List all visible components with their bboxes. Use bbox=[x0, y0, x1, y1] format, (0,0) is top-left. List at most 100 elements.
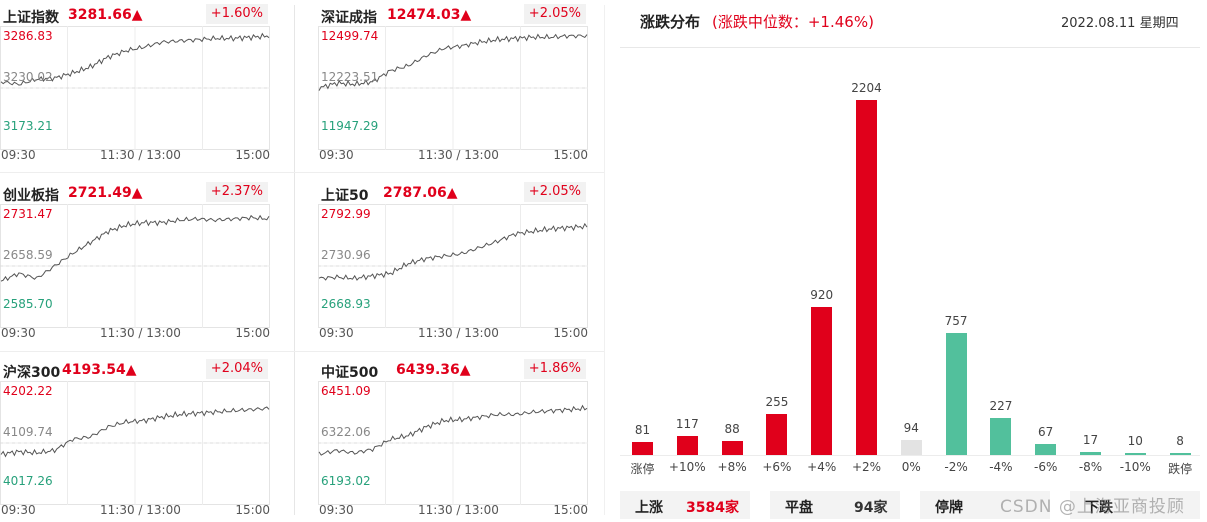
stat-suspended-label: 停牌 bbox=[935, 500, 963, 516]
time-mid-label: 11:30 / 13:00 bbox=[418, 148, 499, 162]
distribution-bar bbox=[856, 100, 877, 455]
bar-value-label: 255 bbox=[765, 394, 789, 409]
bar-category-label: -2% bbox=[944, 460, 968, 474]
bar-value-label: 17 bbox=[1082, 433, 1099, 448]
header-divider bbox=[620, 47, 1200, 48]
index-card[interactable]: 深证成指 12474.03▲ +2.05% 12499.74 12223.51 11947… bbox=[318, 0, 588, 170]
index-value: 2721.49▲ bbox=[68, 185, 143, 201]
index-change-badge: +1.86% bbox=[523, 359, 586, 379]
index-header: 上证指数 3281.66▲ +1.60% bbox=[0, 3, 270, 26]
intraday-chart bbox=[0, 204, 270, 328]
price-high-label: 12499.74 bbox=[321, 29, 379, 43]
bar-value-label: 94 bbox=[903, 420, 919, 435]
intraday-chart bbox=[318, 381, 588, 505]
bar-category-label: +6% bbox=[762, 460, 792, 474]
price-low-label: 3173.21 bbox=[3, 119, 53, 133]
distribution-bar bbox=[1080, 452, 1101, 455]
index-card[interactable]: 中证500 6439.36▲ +1.86% 6451.09 6322.06 6193.02… bbox=[318, 355, 588, 522]
distribution-bar bbox=[1035, 444, 1057, 455]
index-card[interactable]: 沪深300 4193.54▲ +2.04% 4202.22 4109.74 4017.26… bbox=[0, 355, 270, 522]
index-change-badge: +1.60% bbox=[205, 4, 268, 24]
time-mid-label: 11:30 / 13:00 bbox=[100, 326, 181, 340]
price-mid-label: 3230.02 bbox=[3, 70, 53, 84]
time-mid-label: 11:30 / 13:00 bbox=[100, 148, 181, 162]
distribution-bar bbox=[811, 306, 833, 455]
distribution-bar bbox=[632, 441, 653, 455]
intraday-chart bbox=[318, 204, 588, 328]
bar-category-label: +4% bbox=[807, 460, 837, 474]
time-end-label: 15:00 bbox=[235, 503, 270, 517]
time-start-label: 09:30 bbox=[1, 326, 36, 340]
price-low-label: 2585.70 bbox=[3, 297, 53, 311]
time-start-label: 09:30 bbox=[1, 148, 36, 162]
distribution-bar bbox=[721, 440, 743, 455]
bar-value-label: 117 bbox=[675, 417, 699, 432]
stat-down: 下跌 bbox=[1070, 491, 1200, 519]
price-high-label: 2731.47 bbox=[3, 207, 53, 221]
index-header: 深证成指 12474.03▲ +2.05% bbox=[318, 3, 588, 26]
index-value: 12474.03▲ bbox=[387, 7, 472, 23]
bar-category-label: +8% bbox=[717, 460, 747, 474]
stat-up: 上涨 3584家 bbox=[620, 491, 750, 519]
distribution-bar bbox=[766, 413, 788, 455]
time-start-label: 09:30 bbox=[319, 503, 354, 517]
stat-up-value: 3584家 bbox=[686, 500, 739, 516]
time-mid-label: 11:30 / 13:00 bbox=[100, 503, 181, 517]
median-change: (涨跌中位数：+1.46%) bbox=[712, 13, 874, 31]
distribution-bar bbox=[900, 439, 922, 455]
time-end-label: 15:00 bbox=[553, 148, 588, 162]
index-header: 创业板指 2721.49▲ +2.37% bbox=[0, 181, 270, 204]
bar-value-label: 88 bbox=[724, 421, 740, 436]
index-name: 中证500 bbox=[321, 365, 379, 381]
price-low-label: 6193.02 bbox=[321, 474, 371, 488]
column-divider-1 bbox=[294, 5, 295, 515]
bar-category-label: 0% bbox=[901, 460, 921, 474]
bar-category-label: -8% bbox=[1078, 460, 1103, 474]
price-mid-label: 6322.06 bbox=[321, 425, 371, 439]
time-end-label: 15:00 bbox=[553, 326, 588, 340]
intraday-chart bbox=[0, 26, 270, 150]
price-mid-label: 12223.51 bbox=[321, 70, 379, 84]
intraday-chart bbox=[318, 26, 588, 150]
bar-category-label: -6% bbox=[1034, 460, 1058, 474]
index-change-badge: +2.04% bbox=[205, 359, 268, 379]
stat-flat: 平盘 94家 bbox=[770, 491, 900, 519]
stat-up-label: 上涨 bbox=[635, 500, 663, 516]
bar-value-label: 227 bbox=[989, 399, 1013, 414]
price-low-label: 2668.93 bbox=[321, 297, 371, 311]
index-change-badge: +2.37% bbox=[205, 182, 268, 202]
bar-category-label: -4% bbox=[989, 460, 1013, 474]
distribution-bar bbox=[990, 418, 1012, 455]
price-high-label: 6451.09 bbox=[321, 384, 371, 398]
index-card[interactable]: 创业板指 2721.49▲ +2.37% 2731.47 2658.59 2585.70 0… bbox=[0, 178, 270, 348]
index-value: 4193.54▲ bbox=[62, 362, 137, 378]
price-low-label: 11947.29 bbox=[321, 119, 379, 133]
bar-category-label: -10% bbox=[1119, 460, 1151, 474]
index-card[interactable]: 上证指数 3281.66▲ +1.60% 3286.83 3230.02 3173.21 0… bbox=[0, 0, 270, 170]
column-divider-2 bbox=[604, 5, 605, 515]
index-value: 2787.06▲ bbox=[383, 185, 458, 201]
index-change-badge: +2.05% bbox=[523, 182, 586, 202]
intraday-chart bbox=[0, 381, 270, 505]
distribution-title: 涨跌分布 bbox=[640, 13, 701, 31]
bar-value-label: 81 bbox=[634, 422, 651, 437]
bar-category-label: 跌停 bbox=[1168, 462, 1193, 476]
distribution-bar bbox=[1169, 453, 1191, 455]
bar-category-label: +10% bbox=[668, 460, 706, 474]
index-name: 上证50 bbox=[321, 188, 369, 204]
index-card[interactable]: 上证50 2787.06▲ +2.05% 2792.99 2730.96 2668.93 0… bbox=[318, 178, 588, 348]
index-header: 上证50 2787.06▲ +2.05% bbox=[318, 181, 588, 204]
distribution-bar bbox=[1124, 453, 1146, 455]
bar-value-label: 757 bbox=[944, 314, 968, 329]
bar-category-label: +2% bbox=[851, 460, 882, 474]
time-end-label: 15:00 bbox=[235, 326, 270, 340]
index-name: 创业板指 bbox=[3, 188, 59, 204]
index-name: 深证成指 bbox=[321, 10, 377, 26]
bar-value-label: 2204 bbox=[851, 81, 882, 95]
row-divider-1 bbox=[0, 172, 604, 173]
price-mid-label: 2730.96 bbox=[321, 248, 371, 262]
stat-suspended: 停牌 bbox=[920, 491, 1050, 519]
bar-value-label: 67 bbox=[1038, 425, 1054, 440]
price-mid-label: 4109.74 bbox=[3, 425, 53, 439]
time-start-label: 09:30 bbox=[319, 326, 354, 340]
